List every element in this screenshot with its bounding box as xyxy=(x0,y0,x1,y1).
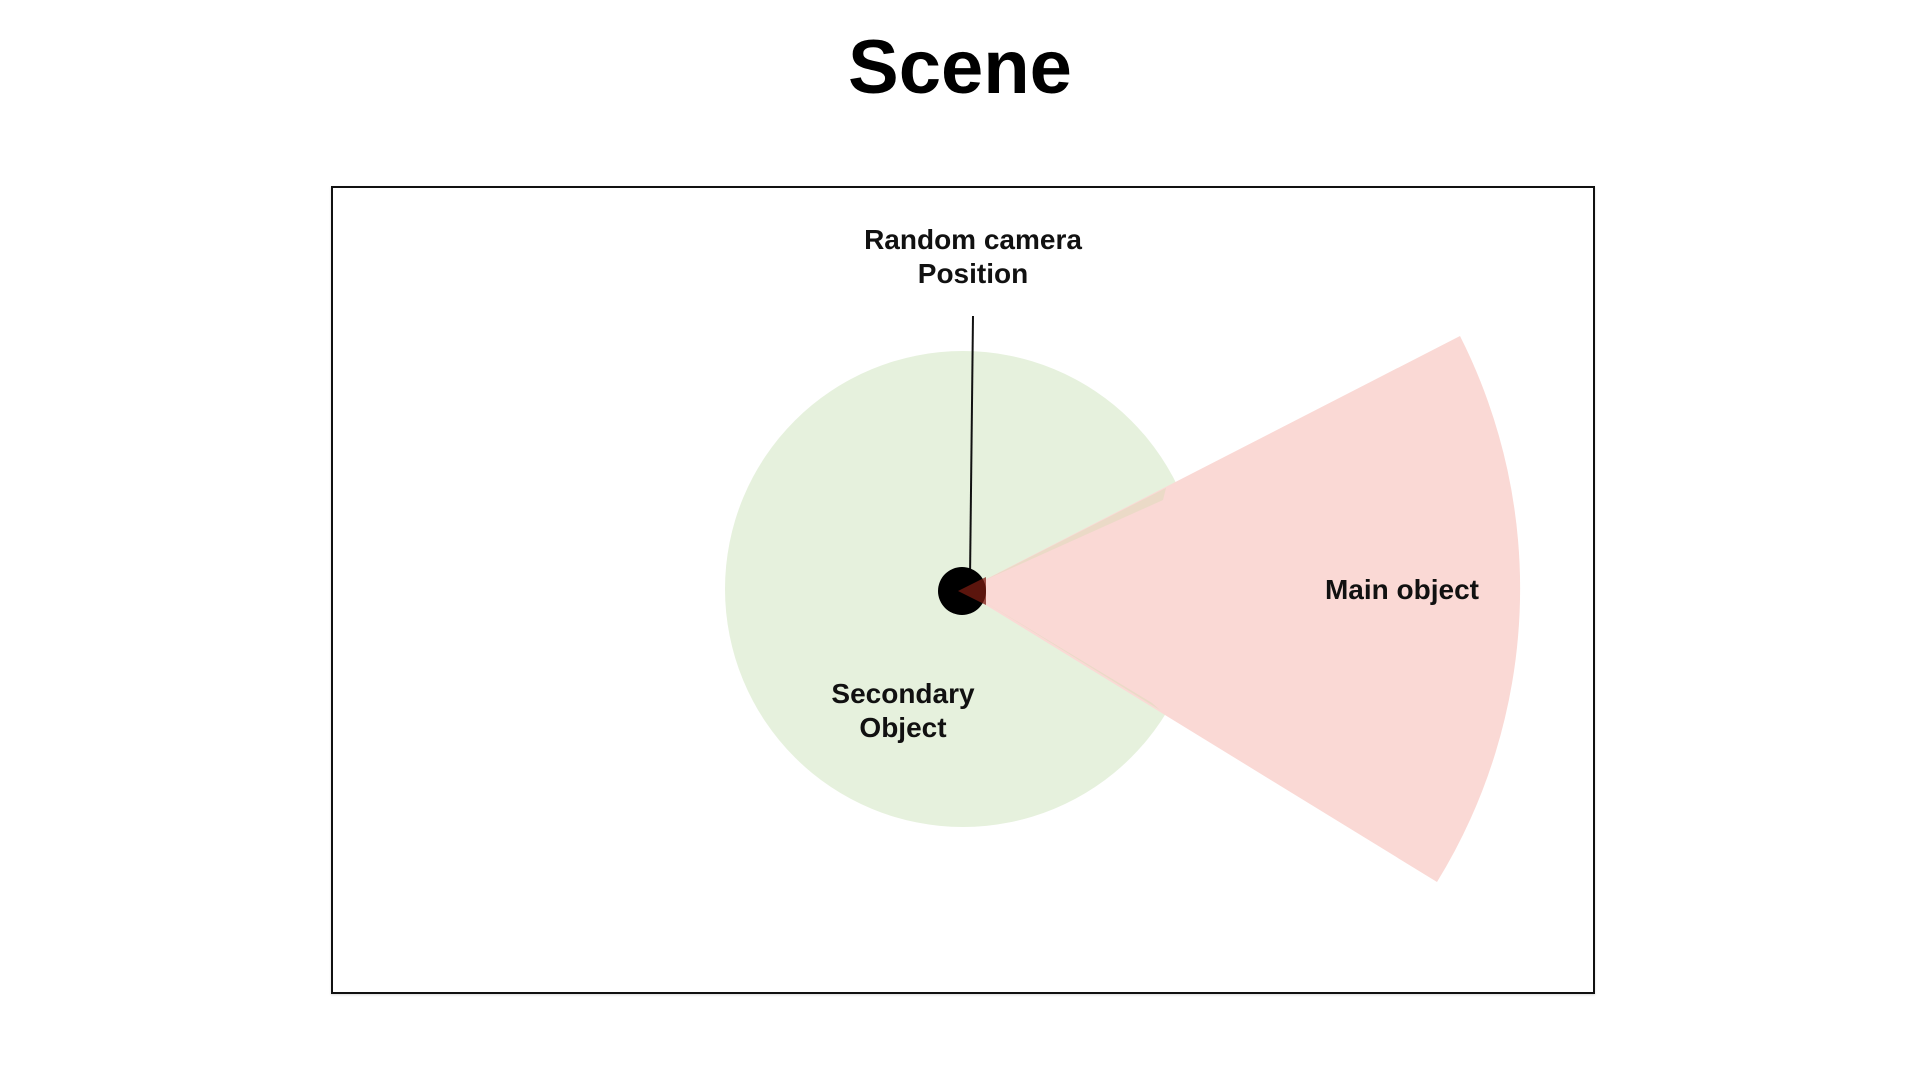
camera-label-line2: Position xyxy=(918,258,1028,289)
main-object-label: Main object xyxy=(1325,574,1479,605)
camera-pointer-line xyxy=(969,315,974,579)
secondary-object-label-line1: Secondary xyxy=(831,678,975,709)
camera-cone-tip xyxy=(958,577,986,605)
page-title: Scene xyxy=(848,25,1072,110)
overlap-upper-edge xyxy=(985,488,1166,580)
camera-label-line1: Random camera xyxy=(864,224,1082,255)
secondary-object-label-line2: Object xyxy=(859,712,946,743)
overlap-lower-edge xyxy=(985,602,1160,710)
main-object-sector xyxy=(963,336,1521,882)
